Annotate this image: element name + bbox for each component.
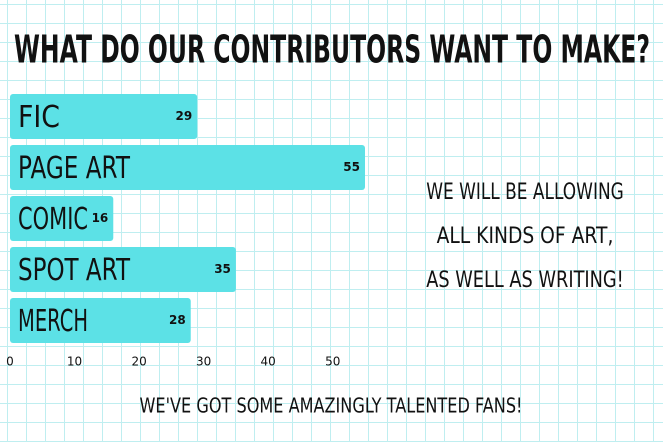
bar xyxy=(10,196,114,241)
bar xyxy=(10,298,191,343)
annotation: ALL KINDS OF ART, xyxy=(437,224,614,249)
value-label: 55 xyxy=(343,160,360,174)
annotation: WE WILL BE ALLOWING xyxy=(426,180,624,205)
x-tick-label: 20 xyxy=(131,355,146,369)
bar xyxy=(10,145,365,190)
value-label: 35 xyxy=(214,262,231,276)
caption: WE'VE GOT SOME AMAZINGLY TALENTED FANS! xyxy=(140,394,523,418)
x-tick-label: 50 xyxy=(325,355,340,369)
chart-title: WHAT DO OUR CONTRIBUTORS WANT TO MAKE? xyxy=(14,28,650,72)
bar xyxy=(10,247,236,292)
bar xyxy=(10,94,198,139)
value-label: 28 xyxy=(169,313,186,327)
value-label: 16 xyxy=(92,211,109,225)
x-tick-label: 40 xyxy=(261,355,276,369)
x-tick-label: 30 xyxy=(196,355,211,369)
x-tick-label: 0 xyxy=(6,355,14,369)
annotation: AS WELL AS WRITING! xyxy=(426,268,624,293)
value-label: 29 xyxy=(175,109,192,123)
category-label: MERCH xyxy=(18,304,88,339)
category-label: COMIC xyxy=(18,202,88,237)
category-label: SPOT ART xyxy=(18,253,131,288)
x-tick-label: 10 xyxy=(67,355,82,369)
category-label: FIC xyxy=(18,100,60,135)
category-label: PAGE ART xyxy=(18,151,131,186)
